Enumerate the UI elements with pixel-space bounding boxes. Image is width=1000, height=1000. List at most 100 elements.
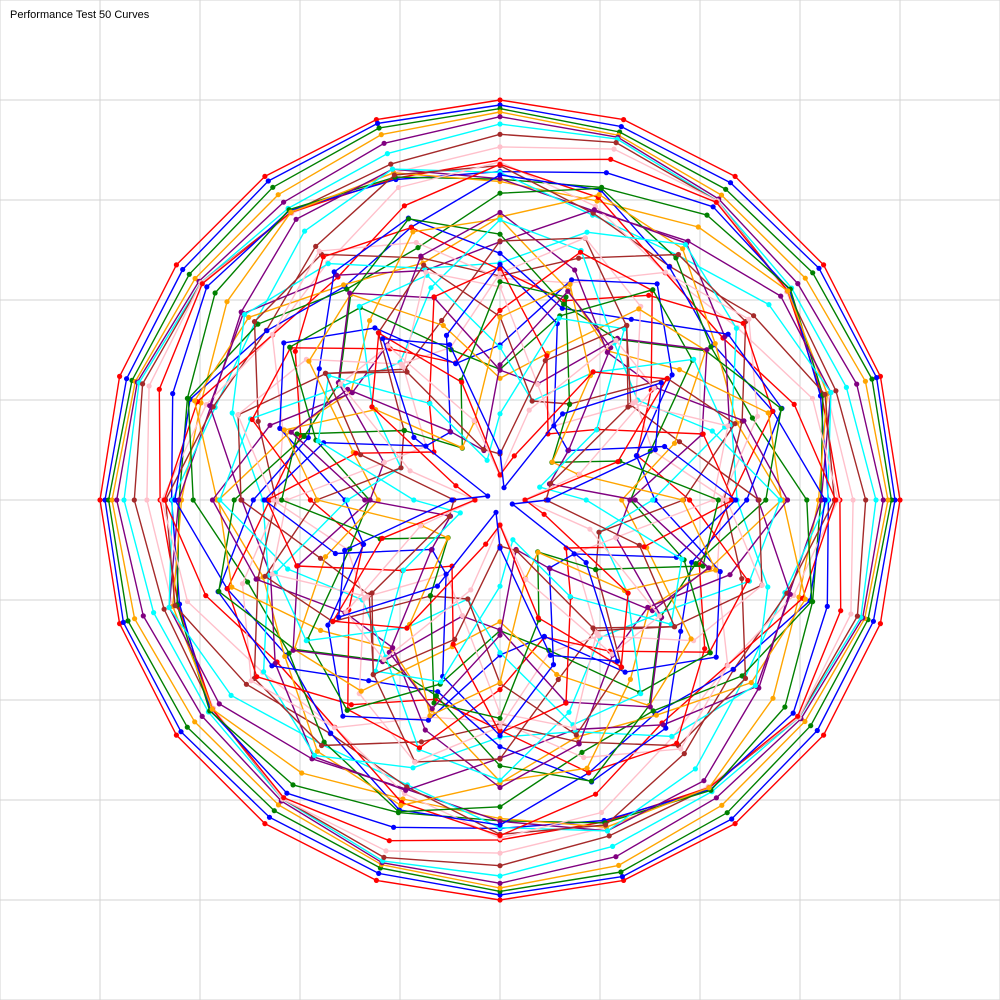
data-point-19-15 [396,809,402,815]
data-point-19-12 [245,579,251,585]
data-point-49-19 [625,590,631,596]
data-point-8-11 [144,497,150,503]
data-point-36-16 [497,619,503,625]
data-point-40-7 [423,269,429,275]
data-point-5-12 [140,613,146,619]
data-point-46-7 [484,457,490,463]
data-point-12-13 [209,706,215,712]
data-point-42-11 [261,497,267,503]
data-point-41-7 [431,294,437,300]
data-point-6-6 [497,121,503,127]
data-point-7-15 [381,854,387,861]
data-point-9-10 [156,386,162,392]
data-point-29-5 [572,267,578,273]
data-point-38-18 [638,691,644,697]
data-point-34-5 [569,277,575,283]
data-point-26-16 [497,744,503,750]
data-point-50-14 [434,583,440,589]
data-point-50-12 [342,547,348,554]
data-point-46-10 [315,438,321,444]
data-point-47-18 [590,625,596,631]
data-point-38-13 [303,638,309,644]
data-point-17-7 [401,203,407,209]
data-point-3-18 [724,810,730,816]
data-point-38-6 [497,344,503,350]
data-point-26-10 [305,435,311,441]
data-point-29-11 [209,497,216,503]
data-point-46-8 [427,400,433,407]
data-point-48-8 [385,343,391,349]
data-point-8-6 [497,144,503,150]
data-point-47-13 [369,590,375,596]
data-point-32-16 [497,724,503,730]
data-point-13-11 [176,497,182,503]
data-point-29-12 [253,576,259,582]
data-point-42-6 [497,261,503,267]
data-point-24-19 [725,662,731,669]
data-point-1-20 [877,621,884,627]
data-point-13-6 [497,176,503,182]
data-point-48-14 [381,657,387,663]
data-point-2-16 [497,892,503,898]
data-point-32-11 [270,497,276,503]
data-point-5-3 [795,281,801,287]
data-point-25-3 [740,320,746,326]
data-point-17-11 [161,497,167,503]
data-point-40-12 [269,571,275,577]
data-point-40-2 [725,423,731,429]
data-point-26-15 [435,689,441,695]
data-point-6-12 [151,610,157,616]
data-point-43-6 [497,279,503,285]
data-point-36-7 [440,322,446,329]
data-point-41-10 [353,450,359,456]
data-point-48-18 [609,651,615,657]
data-point-3-14 [271,808,277,814]
data-point-18-16 [497,822,503,828]
data-point-21-15 [403,787,409,793]
data-point-44-16 [497,680,503,686]
data-point-7-12 [161,606,167,612]
data-point-2-8 [265,178,271,184]
data-point-47-15 [452,636,458,643]
data-point-2-9 [180,266,186,273]
data-point-34-9 [281,340,287,346]
data-point-34-20 [717,569,723,575]
data-point-12-18 [706,785,712,791]
data-point-26-11 [250,497,256,503]
data-point-7-6 [497,131,503,137]
data-point-40-5 [535,381,541,387]
data-point-25-19 [702,646,708,652]
data-point-7-11 [131,497,137,503]
data-point-44-15 [427,713,433,719]
data-point-31-12 [317,555,324,561]
data-point-20-10 [192,398,198,404]
data-point-35-9 [287,344,293,350]
data-point-43-16 [497,715,503,721]
data-point-30-7 [428,285,434,291]
data-point-32-6 [497,270,503,276]
data-point-5-6 [497,114,503,120]
data-point-34-8 [372,325,378,331]
data-point-24-7 [413,239,419,246]
data-point-46-5 [556,315,562,321]
data-point-4-3 [802,275,808,281]
data-point-19-6 [497,190,503,196]
data-point-37-18 [647,704,653,710]
data-point-23-9 [251,319,258,325]
data-point-20-19 [748,680,754,686]
data-point-32-15 [412,759,418,765]
data-point-45-11 [362,497,368,503]
data-point-22-8 [325,261,331,267]
data-point-6-17 [610,843,616,850]
data-point-12-19 [770,695,776,701]
curve-49 [330,330,670,670]
curve-50 [336,336,664,664]
data-point-14-18 [692,766,699,772]
data-point-45-10 [288,429,294,435]
data-point-27-7 [406,216,412,222]
data-point-4-6 [497,109,503,115]
data-point-42-1 [733,497,739,503]
data-point-17-6 [497,161,503,167]
data-point-29-7 [418,253,424,259]
data-point-1-19 [821,732,827,738]
